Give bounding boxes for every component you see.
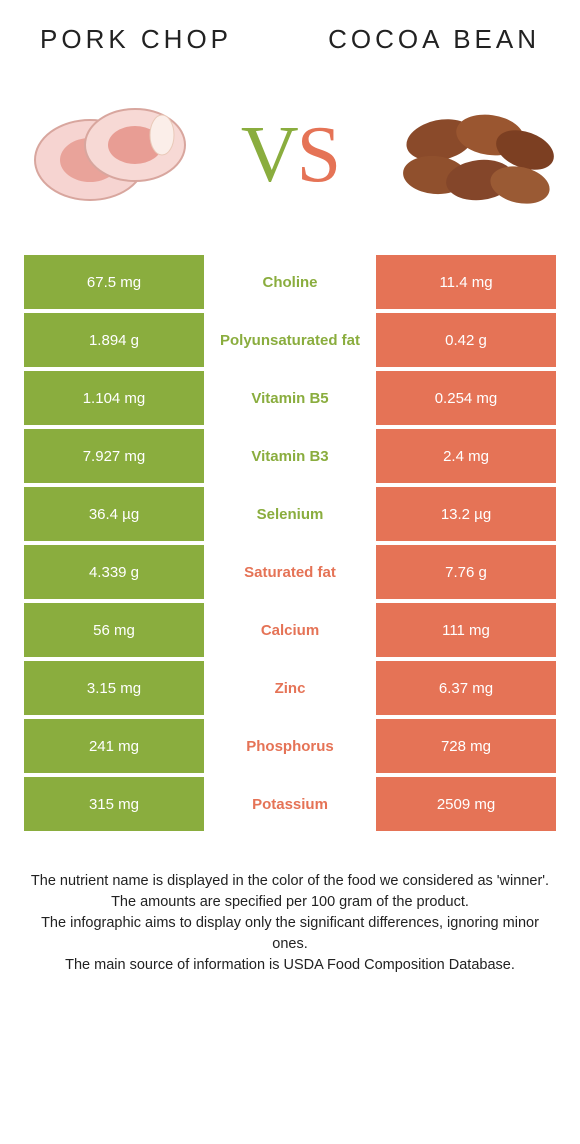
nutrient-name: Vitamin B5 [204,371,376,425]
vs-label: VS [241,110,339,201]
right-food-title: COCOA BEAN [328,24,540,55]
nutrient-name: Calcium [204,603,376,657]
left-value: 1.894 g [24,313,204,367]
table-row: 241 mgPhosphorus728 mg [24,719,556,773]
left-value: 1.104 mg [24,371,204,425]
left-value: 315 mg [24,777,204,831]
footnote-line: The infographic aims to display only the… [28,913,552,955]
left-food-title: PORK CHOP [40,24,232,55]
comparison-table: 67.5 mgCholine11.4 mg1.894 gPolyunsatura… [0,255,580,831]
hero: VS [0,65,580,255]
left-value: 36.4 µg [24,487,204,541]
footnotes: The nutrient name is displayed in the co… [0,835,580,976]
table-row: 7.927 mgVitamin B32.4 mg [24,429,556,483]
cocoa-beans-image [380,85,560,225]
nutrient-name: Zinc [204,661,376,715]
footnote-line: The amounts are specified per 100 gram o… [28,892,552,913]
left-value: 3.15 mg [24,661,204,715]
right-value: 111 mg [376,603,556,657]
right-value: 2509 mg [376,777,556,831]
nutrient-name: Polyunsaturated fat [204,313,376,367]
table-row: 36.4 µgSelenium13.2 µg [24,487,556,541]
footnote-line: The main source of information is USDA F… [28,955,552,976]
left-value: 7.927 mg [24,429,204,483]
vs-v: V [241,111,297,199]
nutrient-name: Vitamin B3 [204,429,376,483]
left-value: 4.339 g [24,545,204,599]
left-value: 241 mg [24,719,204,773]
right-value: 728 mg [376,719,556,773]
table-row: 3.15 mgZinc6.37 mg [24,661,556,715]
vs-s: S [297,111,340,199]
nutrient-name: Phosphorus [204,719,376,773]
right-value: 13.2 µg [376,487,556,541]
left-value: 67.5 mg [24,255,204,309]
right-value: 6.37 mg [376,661,556,715]
right-value: 0.254 mg [376,371,556,425]
right-value: 2.4 mg [376,429,556,483]
footnote-line: The nutrient name is displayed in the co… [28,871,552,892]
table-row: 67.5 mgCholine11.4 mg [24,255,556,309]
table-row: 1.104 mgVitamin B50.254 mg [24,371,556,425]
pork-chop-image [20,85,200,225]
table-row: 1.894 gPolyunsaturated fat0.42 g [24,313,556,367]
header: PORK CHOP COCOA BEAN [0,0,580,65]
right-value: 11.4 mg [376,255,556,309]
right-value: 7.76 g [376,545,556,599]
nutrient-name: Selenium [204,487,376,541]
left-value: 56 mg [24,603,204,657]
table-row: 4.339 gSaturated fat7.76 g [24,545,556,599]
nutrient-name: Potassium [204,777,376,831]
table-row: 315 mgPotassium2509 mg [24,777,556,831]
nutrient-name: Choline [204,255,376,309]
right-value: 0.42 g [376,313,556,367]
table-row: 56 mgCalcium111 mg [24,603,556,657]
nutrient-name: Saturated fat [204,545,376,599]
